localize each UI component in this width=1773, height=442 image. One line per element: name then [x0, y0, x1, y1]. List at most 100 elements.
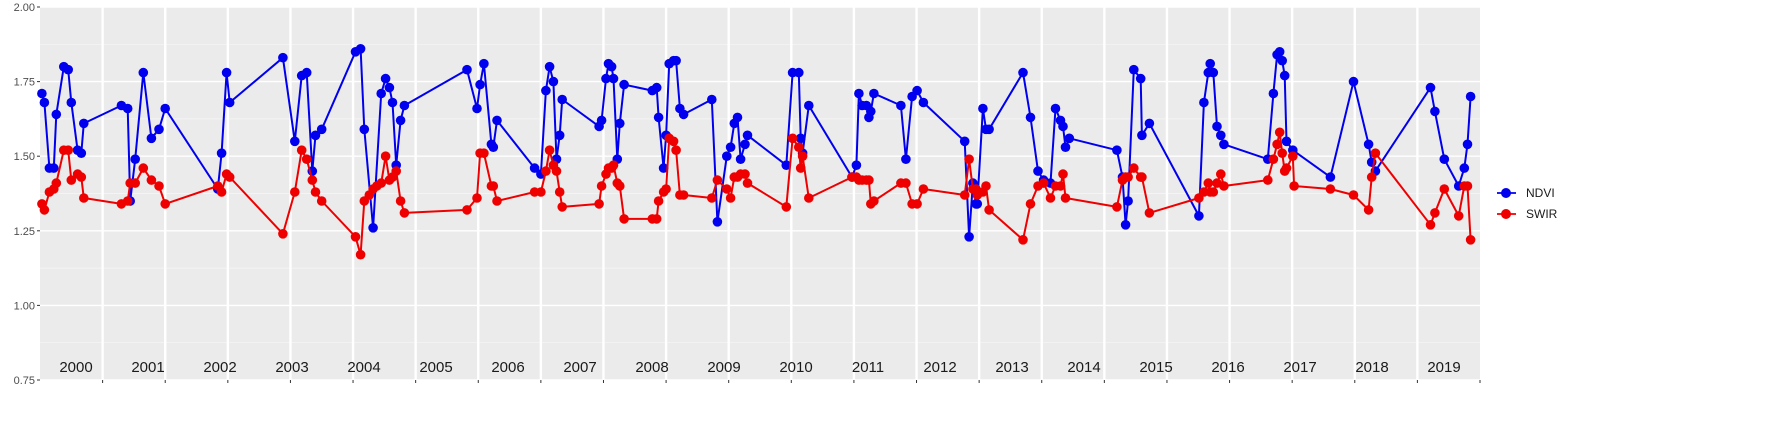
data-point-swir	[350, 232, 361, 242]
data-point-ndvi	[722, 151, 732, 161]
x-axis: 2000 2001 2002 2003 2004 2005 2006 2007 2008 2009…	[59, 359, 1481, 383]
y-tick-label: 2.00	[14, 2, 35, 14]
data-point-swir	[1465, 235, 1476, 245]
data-point-ndvi	[1050, 103, 1061, 114]
data-point-ndvi	[492, 115, 502, 126]
data-point-ndvi	[795, 133, 806, 144]
data-point-swir	[671, 145, 681, 155]
data-point-ndvi	[355, 44, 366, 54]
data-point-ndvi	[224, 97, 235, 108]
data-point-swir	[797, 151, 808, 161]
data-point-ndvi	[1430, 106, 1440, 117]
data-point-ndvi	[1208, 67, 1219, 78]
data-point-swir	[596, 181, 607, 191]
data-point-ndvi	[395, 115, 406, 126]
data-point-ndvi	[735, 154, 746, 164]
year-label: 2002	[203, 359, 236, 376]
data-point-swir	[536, 187, 546, 197]
data-point-swir	[1216, 169, 1226, 179]
data-point-ndvi	[310, 130, 321, 141]
series-ndvi	[37, 44, 1476, 242]
data-point-swir	[619, 214, 629, 224]
data-point-swir	[1038, 178, 1049, 188]
data-point-ndvi	[1137, 130, 1147, 141]
y-tick-label: 1.00	[14, 300, 35, 312]
data-point-ndvi	[63, 64, 73, 75]
data-point-ndvi	[651, 82, 662, 93]
y-tick-label: 1.50	[14, 151, 35, 163]
data-point-ndvi	[1025, 112, 1036, 123]
legend: NDVI SWIR	[1497, 186, 1558, 221]
data-point-swir	[1060, 193, 1071, 203]
data-point-ndvi	[1216, 130, 1226, 141]
y-tick-label: 1.25	[14, 226, 35, 238]
data-point-swir	[479, 148, 489, 158]
data-point-ndvi	[653, 112, 664, 123]
data-point-ndvi	[959, 136, 970, 147]
data-point-ndvi	[49, 163, 59, 173]
data-point-swir	[63, 145, 73, 155]
data-point-swir	[1123, 172, 1133, 182]
data-point-swir	[492, 196, 502, 206]
data-point-ndvi	[707, 94, 717, 105]
y-tick-label: 1.75	[14, 77, 35, 89]
data-point-ndvi	[854, 88, 864, 99]
data-point-swir	[1274, 127, 1285, 138]
data-point-ndvi	[544, 61, 555, 72]
data-point-ndvi	[1268, 88, 1279, 99]
data-point-swir	[1281, 163, 1292, 173]
data-point-ndvi	[1363, 139, 1374, 150]
data-point-ndvi	[79, 118, 89, 129]
data-point-swir	[1263, 175, 1273, 185]
data-point-swir	[959, 190, 970, 200]
data-point-ndvi	[548, 76, 559, 87]
data-point-swir	[1370, 148, 1381, 158]
data-point-ndvi	[221, 67, 232, 78]
data-point-ndvi	[866, 106, 876, 117]
data-point-ndvi	[66, 97, 77, 108]
data-point-ndvi	[964, 232, 974, 242]
data-point-ndvi	[804, 100, 814, 111]
data-point-ndvi	[1212, 121, 1222, 132]
data-point-ndvi	[1219, 139, 1229, 150]
data-point-swir	[216, 187, 227, 197]
data-point-ndvi	[794, 67, 804, 78]
data-point-ndvi	[1033, 166, 1043, 176]
data-point-swir	[1325, 184, 1336, 194]
data-point-ndvi	[712, 217, 723, 227]
year-label: 2018	[1355, 359, 1388, 376]
data-point-ndvi	[51, 109, 62, 120]
data-point-swir	[901, 178, 911, 188]
data-point-swir	[66, 175, 77, 185]
data-point-ndvi	[399, 100, 410, 111]
data-point-ndvi	[146, 133, 157, 144]
data-point-swir	[316, 196, 327, 206]
data-point-swir	[1288, 151, 1298, 161]
data-point-ndvi	[912, 85, 922, 96]
data-point-swir	[138, 163, 149, 173]
data-point-ndvi	[39, 97, 50, 108]
year-label: 2013	[995, 359, 1028, 376]
year-label: 2011	[852, 359, 884, 376]
year-label: 2010	[779, 359, 812, 376]
data-point-swir	[290, 187, 300, 197]
data-point-ndvi	[368, 223, 378, 233]
data-point-ndvi	[901, 154, 911, 164]
data-point-swir	[678, 190, 689, 200]
year-label: 2000	[59, 359, 92, 376]
legend-label-ndvi: NDVI	[1526, 186, 1555, 200]
data-point-ndvi	[1120, 220, 1131, 230]
data-point-ndvi	[529, 163, 540, 173]
data-point-ndvi	[376, 88, 387, 99]
data-point-swir	[1430, 208, 1440, 218]
year-label: 2019	[1427, 359, 1460, 376]
data-point-ndvi	[678, 109, 689, 120]
data-point-swir	[1453, 211, 1464, 221]
data-point-ndvi	[1123, 196, 1133, 206]
data-point-swir	[1129, 163, 1139, 173]
data-point-swir	[1112, 202, 1122, 212]
data-point-swir	[51, 178, 62, 188]
data-point-swir	[707, 193, 717, 203]
data-point-swir	[608, 160, 619, 170]
data-point-swir	[864, 175, 874, 185]
